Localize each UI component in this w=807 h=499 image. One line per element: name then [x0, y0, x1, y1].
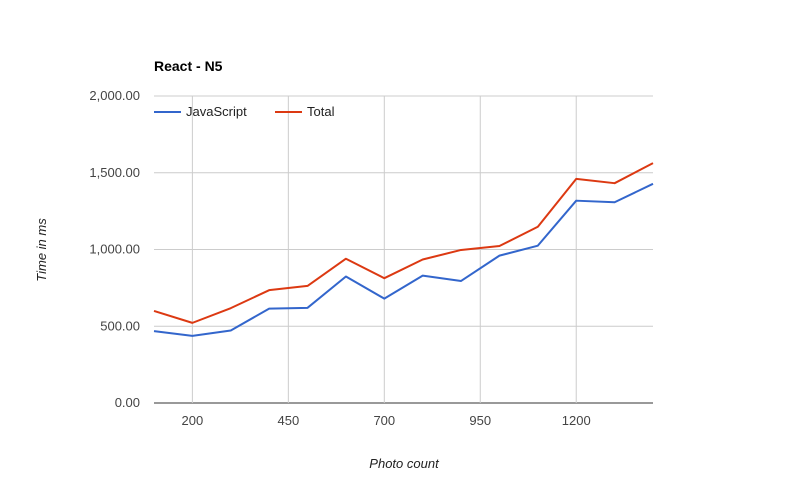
- y-tick-label: 1,000.00: [89, 242, 140, 257]
- y-axis-title: Time in ms: [34, 218, 49, 282]
- series-line-javascript: [153, 182, 654, 337]
- x-tick-label: 200: [182, 413, 204, 428]
- x-tick-label: 450: [277, 413, 299, 428]
- y-tick-label: 0.00: [115, 395, 140, 410]
- series-lines: [153, 162, 654, 337]
- legend-label: Total: [307, 104, 335, 119]
- y-tick-label: 2,000.00: [89, 88, 140, 103]
- x-tick-label: 700: [373, 413, 395, 428]
- y-tick-label: 1,500.00: [89, 165, 140, 180]
- x-tick-label: 950: [469, 413, 491, 428]
- series-line-total: [153, 162, 654, 324]
- gridlines: [154, 95, 653, 404]
- legend: JavaScript Total: [154, 104, 335, 119]
- x-axis-title: Photo count: [369, 456, 440, 471]
- legend-label: JavaScript: [186, 104, 247, 119]
- chart-title: React - N5: [154, 58, 223, 74]
- y-tick-label: 500.00: [100, 318, 140, 333]
- axis-ticks: 0.00 500.00 1,000.00 1,500.00 2,000.00 200 450…: [89, 88, 590, 428]
- x-tick-label: 1200: [562, 413, 591, 428]
